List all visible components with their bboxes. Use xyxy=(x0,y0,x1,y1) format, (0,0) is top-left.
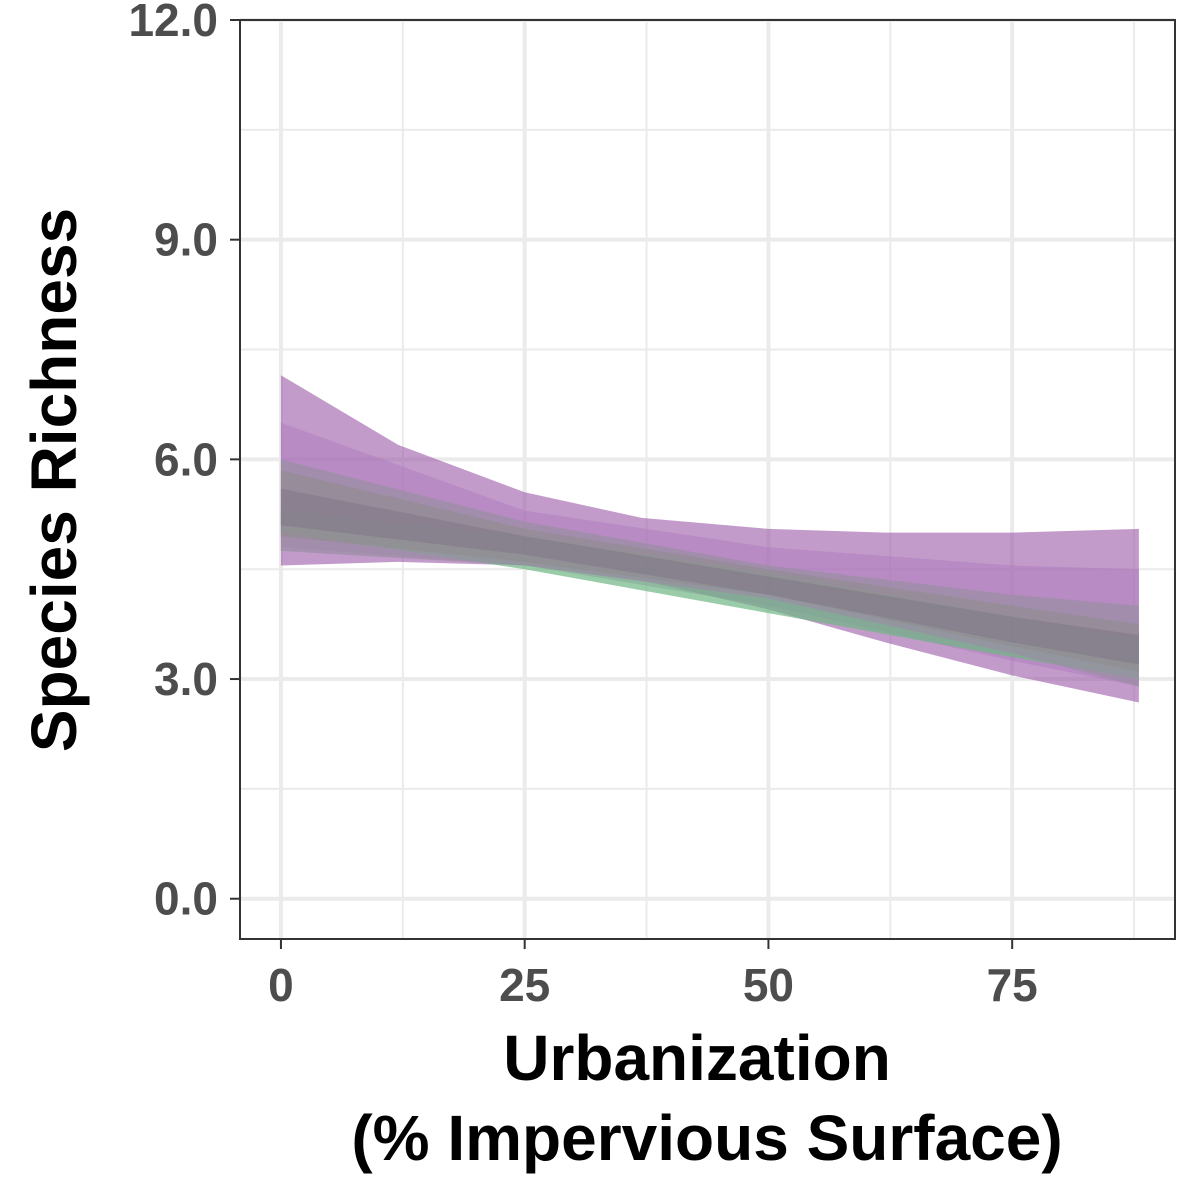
y-tick-label: 9.0 xyxy=(154,214,218,266)
x-axis-title-line2: (% Impervious Surface) xyxy=(351,1102,1062,1174)
x-axis-title: Urbanization xyxy=(503,1022,891,1094)
y-tick-label: 6.0 xyxy=(154,433,218,485)
confidence-band-6 xyxy=(280,488,1139,665)
y-tick-label: 0.0 xyxy=(154,873,218,925)
x-tick-label: 50 xyxy=(743,959,794,1011)
y-tick-label: 12.0 xyxy=(128,0,218,46)
series-layer xyxy=(280,375,1139,703)
y-tick-label: 3.0 xyxy=(154,653,218,705)
x-tick-label: 0 xyxy=(268,959,294,1011)
x-tick-label: 75 xyxy=(987,959,1038,1011)
y-axis-title: Species Richness xyxy=(18,208,90,752)
plot-panel-border xyxy=(239,19,1176,940)
ticks-layer: 0 25 50 75 0.0 3.0 6.0 9.0 12.0 xyxy=(128,0,1037,1011)
grid-layer xyxy=(240,18,1175,939)
x-tick-label: 25 xyxy=(499,959,550,1011)
